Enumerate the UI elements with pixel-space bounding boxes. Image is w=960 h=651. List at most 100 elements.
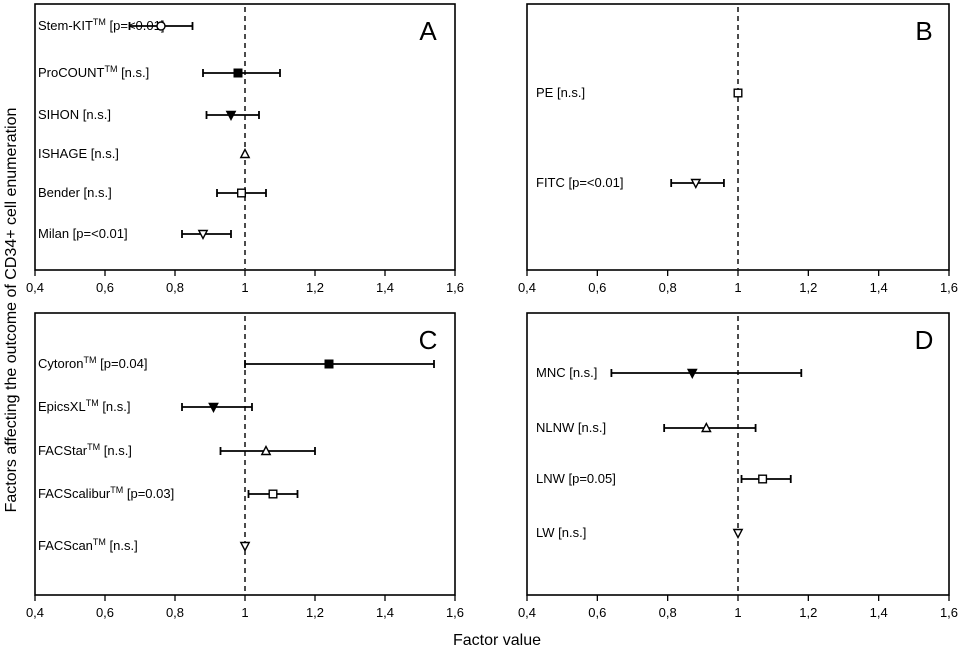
row-label-name: FACScalibur — [38, 486, 111, 501]
x-tick-label: 1,2 — [306, 605, 324, 620]
data-row: PE [n.s.] — [536, 85, 743, 100]
row-label-suffix: [n.s.] — [106, 538, 138, 553]
row-label-name: FITC [p=<0.01] — [536, 175, 623, 190]
row-label-suffix: [n.s.] — [117, 65, 149, 80]
panel-a: A 0,4 0,6 0,8 1 1,2 1,4 1,6 Stem-KITTM [p=<0.01]… — [26, 3, 464, 295]
data-row: FITC [p=<0.01] — [536, 175, 725, 190]
x-tick-label: 0,4 — [26, 605, 44, 620]
x-tick-label: 0,4 — [518, 280, 536, 295]
row-label-name: ISHAGE [n.s.] — [38, 146, 119, 161]
row-label-name: EpicsXL — [38, 399, 86, 414]
row-label-superscript: TM — [93, 17, 106, 27]
row-label-name: Milan [p=<0.01] — [38, 226, 128, 241]
row-label-name: LNW [p=0.05] — [536, 471, 616, 486]
x-tick-label: 1,4 — [870, 605, 888, 620]
point-marker — [732, 528, 744, 540]
data-row: ISHAGE [n.s.] — [38, 146, 251, 161]
row-label: Stem-KITTM [p=<0.01] — [38, 17, 164, 33]
row-label-superscript: TM — [84, 355, 97, 365]
panels: A 0,4 0,6 0,8 1 1,2 1,4 1,6 Stem-KITTM [p=<0.01]… — [26, 3, 958, 620]
data-row: FACScaliburTM [p=0.03] — [38, 485, 299, 501]
row-label-name: Cytoron — [38, 356, 84, 371]
x-tick-label: 0,6 — [96, 280, 114, 295]
row-label-suffix: [p=0.03] — [123, 486, 174, 501]
data-row: NLNW [n.s.] — [536, 420, 757, 435]
panel-letter: B — [915, 16, 932, 46]
point-marker — [700, 421, 712, 433]
point-marker — [239, 541, 251, 553]
point-marker — [324, 359, 334, 369]
row-label: EpicsXLTM [n.s.] — [38, 398, 131, 414]
x-tick-label: 1,2 — [799, 605, 817, 620]
x-tick-label: 1,2 — [799, 280, 817, 295]
row-label: MNC [n.s.] — [536, 365, 597, 380]
x-tick-label: 1 — [734, 280, 741, 295]
row-label-name: ProCOUNT — [38, 65, 105, 80]
point-marker — [233, 68, 243, 78]
row-label: FACScanTM [n.s.] — [38, 537, 138, 553]
point-marker — [197, 229, 209, 241]
data-row: Milan [p=<0.01] — [38, 226, 232, 241]
x-tick-label: 0,4 — [518, 605, 536, 620]
x-tick-label: 1,6 — [446, 280, 464, 295]
x-tick-label: 0,8 — [659, 605, 677, 620]
row-label: ProCOUNTTM [n.s.] — [38, 64, 149, 80]
x-tick-label: 1,4 — [376, 605, 394, 620]
x-tick-label: 0,4 — [26, 280, 44, 295]
x-tick-label: 1 — [241, 280, 248, 295]
data-row: Stem-KITTM [p=<0.01] — [38, 17, 194, 33]
row-label-superscript: TM — [93, 537, 106, 547]
row-label-name: FACScan — [38, 538, 93, 553]
x-axis-label: Factor value — [453, 632, 541, 649]
point-marker — [225, 110, 237, 122]
panel-letter: C — [419, 325, 438, 355]
row-label-name: FACStar — [38, 443, 88, 458]
x-tick-label: 0,6 — [588, 280, 606, 295]
row-label-name: MNC [n.s.] — [536, 365, 597, 380]
x-tick-label: 1 — [241, 605, 248, 620]
row-label: FACScaliburTM [p=0.03] — [38, 485, 174, 501]
point-marker — [268, 489, 278, 499]
row-label: PE [n.s.] — [536, 85, 585, 100]
point-marker — [239, 147, 251, 159]
data-row: MNC [n.s.] — [536, 365, 803, 380]
data-row: SIHON [n.s.] — [38, 107, 260, 122]
point-marker — [690, 178, 702, 190]
data-row: ProCOUNTTM [n.s.] — [38, 64, 281, 80]
point-marker — [733, 88, 743, 98]
point-marker — [156, 21, 166, 31]
row-label-name: NLNW [n.s.] — [536, 420, 606, 435]
point-marker — [208, 402, 219, 414]
x-tick-label: 0,8 — [166, 280, 184, 295]
row-label-superscript: TM — [104, 64, 117, 74]
panel-b: B 0,4 0,6 0,8 1 1,2 1,4 1,6 PE [n.s.] FITC [p=<0.… — [518, 3, 958, 295]
row-label: ISHAGE [n.s.] — [38, 146, 119, 161]
panel-letter: A — [419, 16, 437, 46]
row-label-name: PE [n.s.] — [536, 85, 585, 100]
x-tick-label: 1,2 — [306, 280, 324, 295]
row-label-name: SIHON [n.s.] — [38, 107, 111, 122]
x-tick-label: 1,4 — [376, 280, 394, 295]
row-label-superscript: TM — [110, 485, 123, 495]
row-label: Milan [p=<0.01] — [38, 226, 128, 241]
row-label: SIHON [n.s.] — [38, 107, 111, 122]
point-marker — [758, 474, 768, 484]
row-label: CytoronTM [p=0.04] — [38, 355, 148, 371]
x-tick-label: 0,6 — [588, 605, 606, 620]
x-tick-label: 0,6 — [96, 605, 114, 620]
data-row: FACScanTM [n.s.] — [38, 537, 251, 553]
panel-d: D 0,4 0,6 0,8 1 1,2 1,4 1,6 MNC [n.s.] NLNW [n.s.… — [518, 312, 958, 620]
row-label: Bender [n.s.] — [38, 185, 112, 200]
x-tick-label: 1,6 — [940, 605, 958, 620]
data-row: Bender [n.s.] — [38, 185, 267, 200]
x-tick-label: 0,8 — [166, 605, 184, 620]
row-label: NLNW [n.s.] — [536, 420, 606, 435]
data-row: EpicsXLTM [n.s.] — [38, 398, 253, 414]
row-label-suffix: [p=0.04] — [97, 356, 148, 371]
data-row: LW [n.s.] — [536, 525, 744, 540]
row-label: FITC [p=<0.01] — [536, 175, 623, 190]
row-label-superscript: TM — [86, 398, 99, 408]
panel-letter: D — [915, 325, 934, 355]
